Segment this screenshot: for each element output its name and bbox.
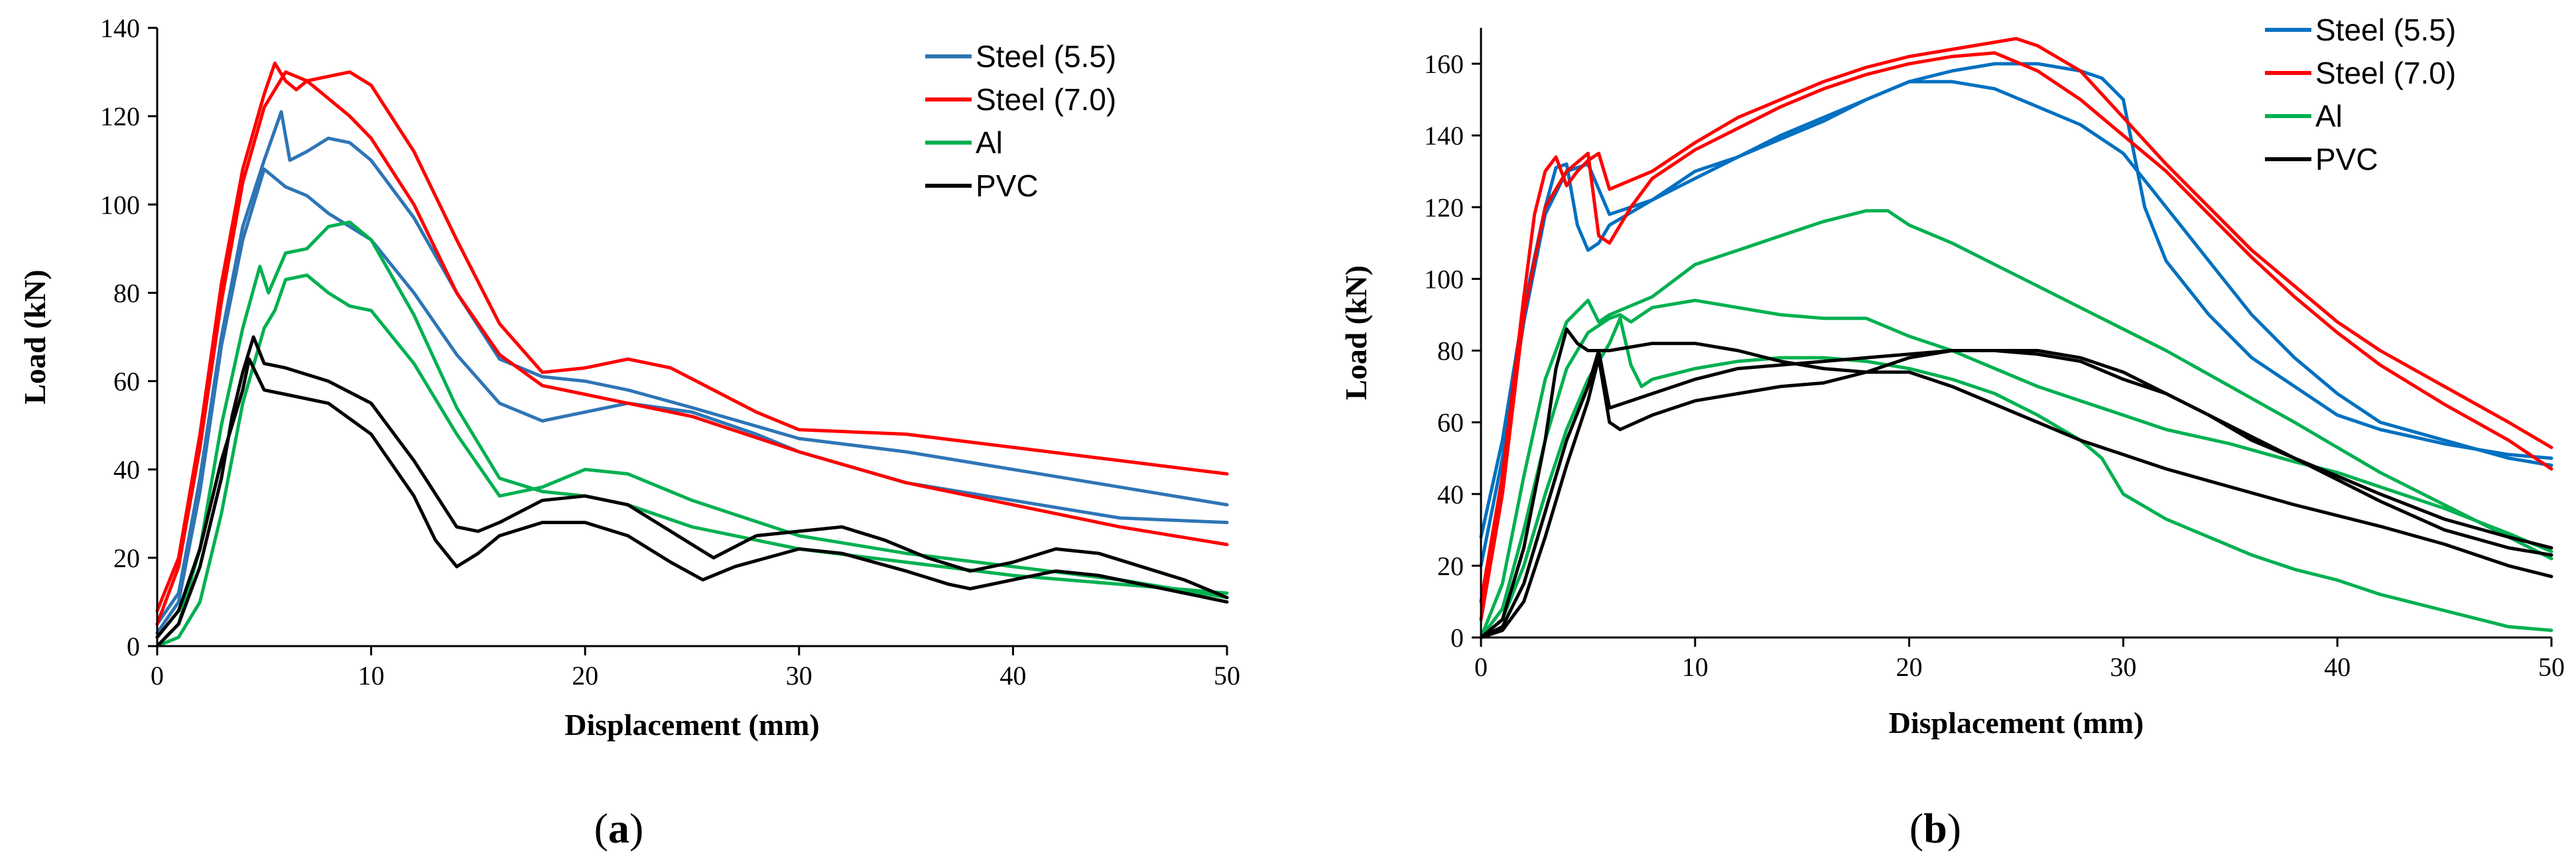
x-tick-label: 0 <box>1474 652 1488 682</box>
series-line-steel-5-5--0 <box>1479 62 2553 539</box>
y-tick-label: 60 <box>1437 408 1464 438</box>
x-tick-label: 40 <box>999 661 1026 691</box>
series-line-steel-5-5--0 <box>155 110 1229 626</box>
series-line-steel-7-0--3 <box>155 70 1229 626</box>
legend-label: Al <box>2315 99 2343 133</box>
x-tick-label: 50 <box>1214 661 1240 691</box>
y-tick-label: 20 <box>113 543 140 573</box>
x-tick-label: 10 <box>358 661 385 691</box>
y-tick-label: 0 <box>127 632 140 661</box>
series-line-pvc-7 <box>1479 327 2553 639</box>
series-line-pvc-6 <box>155 335 1229 648</box>
panel-letter: b <box>1923 805 1947 852</box>
x-tick-label: 40 <box>2324 652 2351 682</box>
y-tick-label: 100 <box>100 190 140 220</box>
x-tick-label: 10 <box>1682 652 1708 682</box>
y-tick-label: 160 <box>1424 49 1464 79</box>
y-tick-label: 80 <box>113 278 140 308</box>
panel-letter: a <box>608 805 629 852</box>
series-line-pvc-9 <box>1479 349 2553 639</box>
y-tick-label: 80 <box>1437 336 1464 366</box>
series-line-steel-7-0--2 <box>1479 36 2553 604</box>
y-tick-label: 140 <box>100 13 140 43</box>
chart-panel-a: 0 20 40 60 80 100 120 140 0 10 20 30 40 50 Displacemen… <box>18 13 1240 852</box>
legend-label: Steel (7.0) <box>976 82 1116 117</box>
y-tick-label: 40 <box>113 455 140 485</box>
series-line-pvc-7 <box>155 357 1229 639</box>
x-tick-label: 30 <box>2110 652 2136 682</box>
panel-label: (a) <box>594 805 644 852</box>
x-tick-label: 30 <box>786 661 812 691</box>
series-line-steel-7-0--2 <box>155 61 1229 613</box>
y-tick-label: 20 <box>1437 551 1464 581</box>
series-line-steel-5-5--1 <box>1479 80 2553 568</box>
series-line-al-4 <box>1479 209 2553 639</box>
x-tick-label: 20 <box>1896 652 1923 682</box>
chart-panel-b: 0 20 40 60 80 100 120 140 160 0 10 20 30 40 50 Displace… <box>1339 13 2565 852</box>
legend-label: Steel (5.5) <box>2315 13 2456 47</box>
y-tick-label: 0 <box>1450 623 1464 653</box>
y-tick-label: 40 <box>1437 480 1464 509</box>
y-tick-label: 120 <box>100 101 140 131</box>
series-line-steel-7-0--3 <box>1479 51 2553 622</box>
legend-label: Steel (7.0) <box>2315 56 2456 90</box>
y-tick-label: 100 <box>1424 264 1464 294</box>
legend-label: Al <box>976 125 1003 160</box>
x-tick-label: 20 <box>572 661 598 691</box>
y-tick-label: 60 <box>113 367 140 397</box>
y-axis-title: Load (kN) <box>1339 265 1373 400</box>
y-axis-title: Load (kN) <box>18 269 52 404</box>
legend-label: PVC <box>976 168 1039 203</box>
series-line-pvc-8 <box>1479 349 2553 639</box>
x-axis-title: Displacement (mm) <box>1889 706 2144 740</box>
x-axis-title: Displacement (mm) <box>564 708 820 742</box>
series-line-al-5 <box>155 273 1229 648</box>
x-tick-label: 0 <box>151 661 164 691</box>
x-tick-label: 50 <box>2538 652 2565 682</box>
panel-label: (b) <box>1909 805 1961 852</box>
legend-label: Steel (5.5) <box>976 39 1116 74</box>
y-tick-label: 140 <box>1424 121 1464 151</box>
y-tick-label: 120 <box>1424 192 1464 222</box>
legend-label: PVC <box>2315 142 2378 176</box>
